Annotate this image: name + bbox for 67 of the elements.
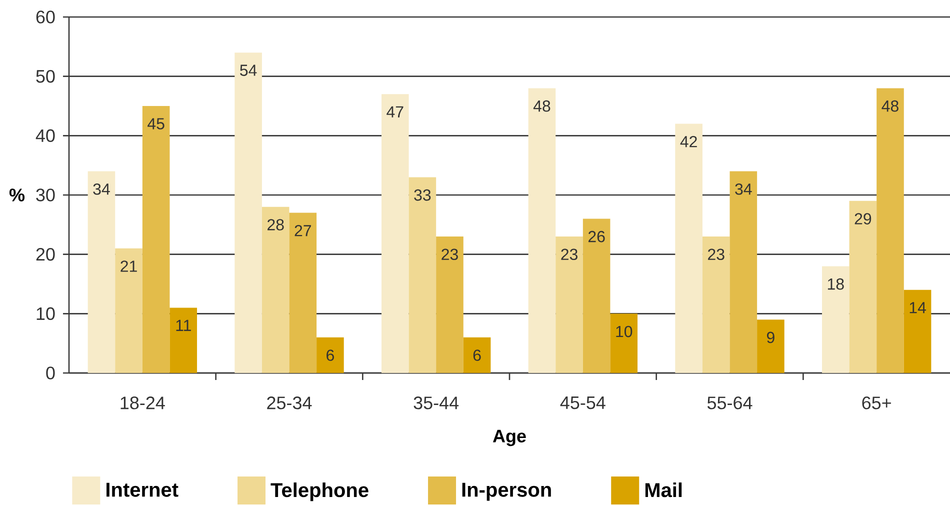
bar — [904, 290, 932, 373]
bar — [142, 106, 170, 373]
bar — [289, 212, 317, 373]
data-label: 18 — [828, 278, 844, 290]
data-label: 34 — [735, 183, 752, 195]
y-tick-label: 50 — [36, 70, 55, 83]
legend-label: In-person — [462, 482, 551, 501]
bar — [675, 124, 702, 373]
bar — [170, 308, 198, 373]
data-label: 23 — [708, 248, 724, 260]
bar — [556, 236, 583, 373]
x-tick-label: 18-24 — [120, 396, 165, 410]
bar — [463, 337, 491, 373]
data-label: 47 — [386, 106, 404, 118]
data-label: 10 — [616, 326, 632, 338]
x-tick-label: 25-34 — [267, 396, 312, 410]
x-tick-label: 35-44 — [414, 396, 459, 410]
data-label: 9 — [767, 332, 774, 344]
data-label: 42 — [680, 136, 697, 148]
bar — [88, 171, 116, 373]
bar — [849, 200, 877, 373]
legend-label: Internet — [106, 482, 178, 497]
bar — [408, 177, 436, 373]
bar — [115, 248, 142, 373]
data-label: 48 — [882, 100, 898, 112]
bar — [822, 266, 850, 373]
bar — [876, 88, 904, 373]
bar — [582, 218, 610, 373]
data-label: 33 — [414, 189, 431, 201]
bar — [381, 94, 409, 373]
data-label: 27 — [294, 225, 311, 236]
bar — [316, 337, 344, 373]
y-tick-label: 10 — [36, 307, 55, 320]
data-label: 29 — [854, 213, 872, 224]
x-tick-label: 55-64 — [707, 396, 752, 410]
x-axis-title: Age — [492, 430, 526, 446]
data-label: 26 — [588, 230, 605, 242]
data-label: 45 — [148, 118, 164, 130]
bar — [730, 171, 758, 373]
y-tick-label: 0 — [46, 366, 55, 380]
y-tick-label: 30 — [36, 188, 55, 202]
y-tick-label: 20 — [36, 248, 55, 261]
bar — [702, 236, 730, 373]
data-label: 28 — [268, 219, 284, 230]
bar — [610, 314, 638, 373]
y-tick-label: 60 — [36, 10, 55, 24]
x-tick-label: 65+ — [862, 396, 891, 410]
legend-label: Telephone — [270, 482, 368, 502]
data-label: 6 — [473, 350, 481, 361]
y-tick-label: 40 — [36, 129, 55, 142]
bar — [234, 52, 262, 373]
data-label: 14 — [910, 302, 926, 314]
data-label: 23 — [561, 248, 578, 260]
data-label: 48 — [533, 100, 550, 112]
x-tick-label: 45-54 — [560, 396, 606, 410]
data-label: 6 — [326, 350, 334, 361]
y-axis-title: % — [9, 188, 25, 202]
bar — [262, 206, 290, 373]
data-label: 23 — [442, 248, 458, 260]
data-label: 54 — [240, 64, 257, 76]
data-label: 11 — [176, 320, 191, 331]
bar — [757, 320, 784, 373]
bar — [436, 236, 464, 373]
data-label: 34 — [93, 183, 110, 195]
data-label: 21 — [120, 260, 137, 272]
legend-label: Mail — [645, 482, 682, 498]
bar — [528, 88, 556, 373]
